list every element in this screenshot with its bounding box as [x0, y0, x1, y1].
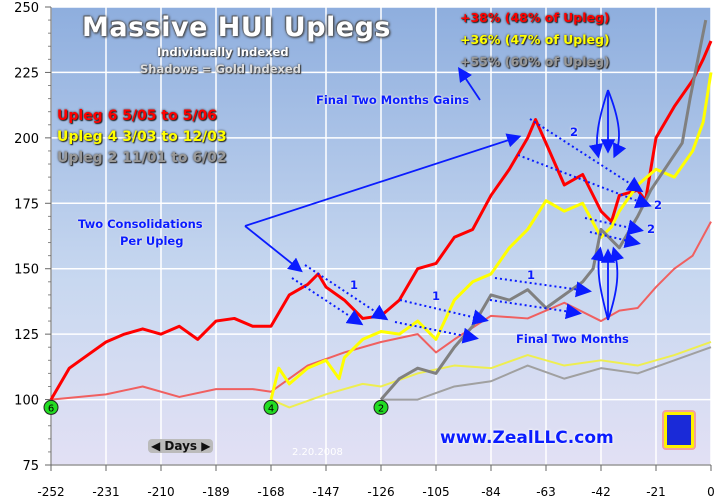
x-axis-label-days: ◀ Days ▶: [148, 439, 214, 453]
x-tick-label: 0: [707, 485, 715, 499]
gain-label-grey: +55% (60% of Upleg): [460, 54, 610, 69]
website-watermark: www.ZealLLC.com: [440, 428, 614, 448]
x-tick-label: -189: [202, 485, 229, 499]
axes: -252 -231 -210 -189 -168 -147 -126 -105 -84 -63 -4…: [14, 1, 715, 499]
y-tick-label: 75: [22, 459, 39, 474]
y-tick-label: 225: [14, 66, 39, 81]
legend-upleg-4: Upleg 4 3/03 to 12/03: [57, 129, 227, 145]
consolidation-channels: [291, 118, 652, 344]
consolidation-label-2c: 2: [647, 222, 656, 236]
y-tick-label: 100: [14, 394, 39, 409]
series-line-upleg-4-3-03-to-12-03: [269, 72, 713, 400]
x-tick-label: -63: [536, 485, 556, 499]
start-marker-4: [263, 399, 279, 415]
x-tick-label: -168: [257, 485, 284, 499]
chart-date: 2.20.2008: [292, 447, 343, 458]
legend-upleg-6: Upleg 6 5/05 to 5/06: [57, 108, 217, 124]
x-tick-label: -126: [367, 485, 394, 499]
gain-label-yellow: +36% (47% of Upleg): [460, 32, 610, 47]
consolidation-label-2b: 2: [654, 198, 663, 212]
chart-title: Massive HUI Uplegs: [82, 12, 391, 43]
chart-subtitle-1: Individually Indexed: [157, 45, 289, 59]
consolidation-label-2a: 2: [570, 125, 579, 139]
annotation-final-two-months: Final Two Months: [516, 332, 629, 346]
y-tick-label: 175: [14, 197, 39, 212]
gain-label-red: +38% (48% of Upleg): [460, 10, 610, 25]
y-tick-label: 125: [14, 328, 39, 343]
arrow-consolidations-2: [244, 133, 522, 227]
logo-shell-icon: [667, 415, 691, 445]
annotation-final-two-months-gains: Final Two Months Gains: [316, 93, 470, 107]
arrow-gains-down-3: [607, 89, 627, 159]
arrow-final-gains: [458, 67, 481, 101]
arrow-consolidations-1: [244, 225, 303, 273]
start-marker-6: [43, 399, 59, 415]
x-tick-label: -42: [591, 485, 611, 499]
x-tick-label: -252: [37, 485, 64, 499]
zeal-logo: [662, 410, 696, 450]
start-marker-label: 6: [48, 403, 54, 414]
annotation-two-consolidations: Two Consolidations: [78, 217, 203, 231]
consolidation-label-1c: 1: [527, 268, 536, 282]
annotation-per-upleg: Per Upleg: [120, 234, 184, 248]
consolidation-label-1a: 1: [350, 278, 359, 292]
series-line-upleg-4-gold-indexed: [270, 341, 712, 409]
x-tick-label: -231: [92, 485, 119, 499]
arrow-final-months-up-3: [607, 246, 624, 321]
arrow-gains-down-2: [588, 89, 609, 159]
series-line-upleg-6-gold-indexed: [50, 221, 712, 401]
days-label: Days: [164, 439, 198, 453]
x-tick-label: -84: [481, 485, 501, 499]
x-tick-label: -210: [147, 485, 174, 499]
series-line-upleg-2-gold-indexed: [381, 346, 712, 401]
start-marker-label: 4: [268, 403, 274, 414]
legend-upleg-2: Upleg 2 11/01 to 6/02: [57, 150, 227, 166]
start-marker-label: 2: [378, 403, 384, 414]
annotation-arrows: [244, 67, 627, 321]
y-tick-label: 250: [14, 1, 39, 16]
x-tick-label: -105: [422, 485, 449, 499]
y-tick-label: 200: [14, 132, 39, 147]
consolidation-label-1b: 1: [432, 289, 441, 303]
start-marker-2: [373, 399, 389, 415]
x-tick-label: -21: [646, 485, 666, 499]
arrow-final-months-up-2: [590, 246, 609, 321]
y-tick-label: 150: [14, 263, 39, 278]
x-tick-label: -147: [312, 485, 339, 499]
chart-subtitle-2: Shadows = Gold Indexed: [140, 62, 301, 76]
start-markers: 6 4 2: [43, 399, 389, 415]
